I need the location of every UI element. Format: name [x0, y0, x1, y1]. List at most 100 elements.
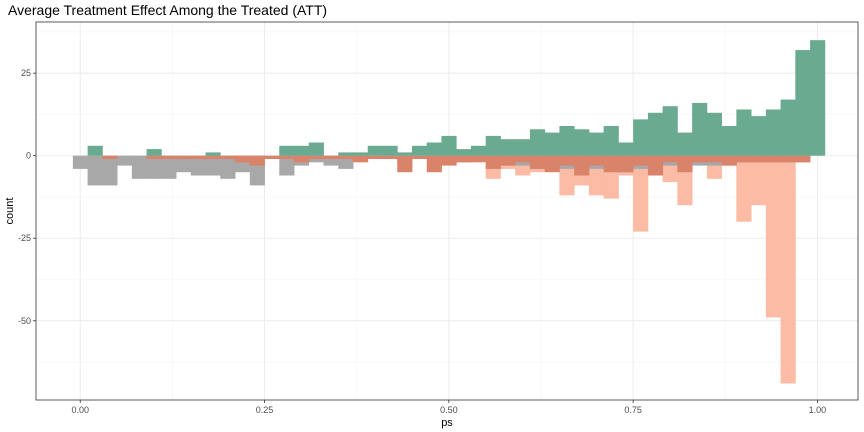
control_weighted-bar: [588, 155, 605, 166]
control_weighted-bar: [706, 155, 723, 163]
control_unweighted-bar: [72, 155, 89, 169]
grid-lines: [36, 22, 858, 400]
control_weighted-bar: [353, 155, 369, 163]
y-tick-label: -25: [18, 233, 31, 243]
y-axis-title: count: [4, 198, 16, 225]
y-tick-label: 0: [26, 151, 31, 161]
treated-bar: [205, 152, 221, 156]
treated-bar: [294, 145, 310, 156]
control_weighted-bar: [470, 155, 487, 163]
control_weighted-bar: [633, 155, 649, 166]
x-axis-title: ps: [441, 417, 453, 429]
treated-bar: [382, 145, 398, 156]
control_pseudo-bar: [633, 155, 649, 232]
control_weighted-bar: [146, 155, 162, 160]
control_weighted-bar: [515, 155, 531, 163]
x-tick-label: 0.25: [256, 405, 274, 415]
control_weighted-bar: [721, 155, 737, 166]
control_weighted-bar: [264, 155, 280, 160]
control_weighted-bar: [205, 155, 221, 160]
control_weighted-bar: [544, 155, 560, 173]
control_weighted-bar: [441, 155, 457, 166]
control_weighted-bar: [220, 155, 236, 160]
control_unweighted-bar: [323, 155, 339, 166]
treated-bar: [765, 109, 781, 156]
treated-bar: [308, 142, 324, 156]
treated-bar: [470, 145, 487, 156]
control_weighted-bar: [176, 155, 192, 160]
control_weighted-bar: [411, 155, 428, 160]
control_unweighted-bar: [161, 155, 177, 179]
control_weighted-bar: [780, 155, 796, 163]
treated-bar: [426, 142, 442, 156]
control_unweighted-bar: [190, 155, 206, 176]
treated-bar: [780, 99, 796, 156]
control_unweighted-bar: [205, 155, 221, 176]
treated-bar: [338, 152, 354, 156]
control_unweighted-bar: [87, 155, 103, 186]
control_weighted-bar: [751, 155, 767, 163]
treated-bar: [146, 149, 162, 156]
treated-bar: [692, 102, 708, 156]
panel-border: [35, 21, 859, 401]
control_pseudo-bar: [751, 155, 767, 206]
treated-bar: [397, 152, 413, 156]
control_pseudo-series: [485, 155, 796, 384]
treated-bar: [544, 132, 560, 156]
control_weighted-bar: [692, 155, 708, 163]
control_weighted-bar: [190, 155, 206, 160]
control_weighted-bar: [574, 155, 590, 176]
control_weighted-bar: [338, 155, 354, 160]
x-tick-label: 1.00: [809, 405, 827, 415]
treated-bar: [353, 152, 369, 156]
control_weighted-bar: [677, 155, 693, 173]
control_weighted-bar: [662, 155, 678, 163]
treated-bar: [677, 132, 693, 156]
x-tick-label: 0.00: [71, 405, 89, 415]
control_weighted-bar: [618, 155, 634, 173]
control_weighted-bar: [294, 155, 310, 163]
control_unweighted-bar: [146, 155, 162, 179]
control_weighted-series: [102, 155, 811, 176]
treated-bar: [647, 112, 664, 156]
treated-bar: [736, 109, 752, 156]
control_weighted-bar: [426, 155, 442, 173]
control_weighted-bar: [235, 155, 251, 163]
control_weighted-bar: [367, 155, 383, 160]
control_weighted-bar: [382, 155, 398, 160]
control_weighted-bar: [529, 155, 546, 169]
control_pseudo-bar: [780, 155, 796, 384]
treated-bar: [559, 125, 575, 156]
x-tick-label: 0.75: [624, 405, 642, 415]
treated-bar: [751, 116, 767, 156]
treated-bar: [633, 119, 649, 156]
treated-bar: [574, 129, 590, 156]
x-axis-ticks: 0.00 0.25 0.50 0.75 1.00: [71, 400, 826, 415]
y-axis-ticks: 25 0 -25 -50: [18, 68, 36, 326]
treated-bar: [485, 135, 501, 156]
control_pseudo-bar: [736, 155, 752, 222]
treated-bar: [588, 132, 605, 156]
control_unweighted-bar: [117, 155, 133, 166]
histogram-bars: [72, 40, 826, 384]
control_unweighted-bar: [176, 155, 192, 173]
treated-bar: [441, 135, 457, 156]
treated-bar: [810, 40, 826, 156]
control_weighted-bar: [456, 155, 472, 163]
control_weighted-bar: [765, 155, 781, 163]
control_weighted-bar: [323, 155, 339, 160]
x-tick-label: 0.50: [440, 405, 458, 415]
control_weighted-bar: [795, 155, 811, 163]
chart-title: Average Treatment Effect Among the Treat…: [8, 2, 328, 18]
control_weighted-bar: [647, 155, 664, 176]
control_weighted-bar: [249, 155, 265, 166]
treated-bar: [795, 50, 811, 156]
treated-bar: [662, 106, 678, 156]
y-tick-label: 25: [21, 68, 31, 78]
control_weighted-bar: [559, 155, 575, 166]
treated-series: [87, 40, 826, 156]
control_weighted-bar: [161, 155, 177, 160]
y-tick-label: -50: [18, 316, 31, 326]
control_weighted-bar: [736, 155, 752, 163]
